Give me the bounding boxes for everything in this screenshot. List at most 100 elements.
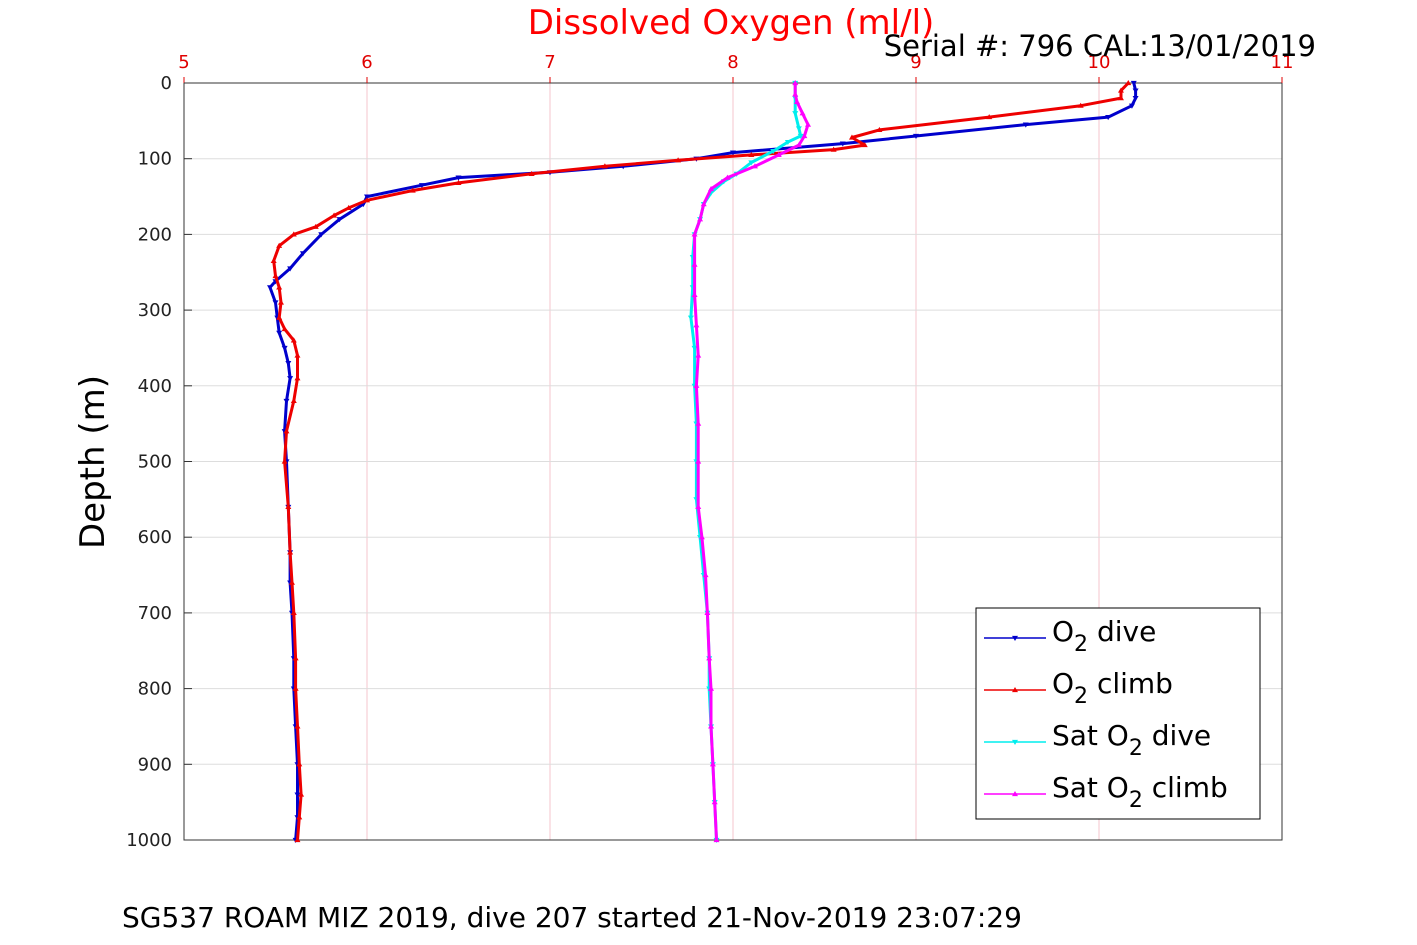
- data-point: [695, 458, 702, 464]
- data-point: [691, 291, 698, 298]
- data-point: [418, 183, 425, 189]
- data-point: [702, 572, 709, 578]
- x-tick-label: 8: [727, 52, 738, 73]
- data-point: [748, 160, 755, 166]
- data-point: [770, 149, 777, 155]
- data-point: [1130, 80, 1137, 86]
- data-point: [455, 175, 462, 181]
- legend-text: climb: [1088, 667, 1173, 700]
- data-point: [687, 315, 694, 321]
- data-point: [318, 232, 325, 238]
- data-point: [296, 761, 303, 767]
- data-point: [797, 133, 804, 139]
- data-point: [1117, 87, 1124, 93]
- data-point: [708, 185, 715, 192]
- data-point: [281, 458, 288, 464]
- data-point: [751, 163, 758, 169]
- x-tick-label: 7: [544, 52, 555, 73]
- series-line: [272, 81, 1130, 841]
- legend-label: Sat O2 climb: [1052, 771, 1228, 813]
- data-point: [296, 814, 303, 820]
- y-tick-label: 800: [138, 679, 172, 700]
- data-point: [287, 266, 294, 272]
- data-point: [848, 134, 855, 140]
- data-point: [281, 326, 288, 332]
- data-point: [294, 352, 301, 358]
- data-point: [336, 217, 343, 223]
- data-point: [283, 428, 290, 434]
- data-point: [294, 792, 301, 798]
- data-point: [794, 98, 801, 105]
- data-point: [290, 231, 297, 237]
- legend-item: Sat O2 dive: [984, 719, 1211, 761]
- data-point: [455, 179, 462, 186]
- legend-label: O2 climb: [1052, 667, 1173, 709]
- data-point: [706, 655, 713, 661]
- data-point: [364, 194, 370, 200]
- y-tick-label: 0: [161, 73, 172, 94]
- data-point: [861, 142, 868, 148]
- x-tick-label: 5: [178, 52, 189, 73]
- data-point: [784, 139, 791, 146]
- data-point: [292, 655, 299, 661]
- data-point: [276, 284, 283, 290]
- data-point: [601, 163, 608, 169]
- data-point: [272, 273, 279, 279]
- data-point: [292, 685, 299, 691]
- x-tick-label: 6: [361, 52, 372, 73]
- data-point: [1022, 122, 1029, 128]
- data-point: [276, 314, 283, 320]
- legend-text: dive: [1143, 719, 1211, 752]
- legend-text: O: [1052, 615, 1074, 648]
- data-point: [711, 799, 718, 805]
- legend-text: dive: [1088, 615, 1156, 648]
- data-point: [267, 285, 274, 291]
- legend-swatch-marker: [1012, 635, 1018, 641]
- data-point: [290, 397, 297, 404]
- data-point: [792, 91, 799, 97]
- y-axis-label: Depth (m): [73, 375, 113, 549]
- y-tick-label: 600: [138, 527, 172, 548]
- data-point: [270, 257, 277, 263]
- data-point: [748, 151, 755, 158]
- x-tick-label: 10: [1088, 52, 1111, 73]
- y-tick-label: 400: [138, 376, 172, 397]
- data-point: [839, 141, 846, 147]
- data-point: [704, 609, 711, 615]
- data-point: [1128, 103, 1135, 109]
- legend-label: Sat O2 dive: [1052, 719, 1211, 761]
- data-point: [695, 503, 702, 510]
- data-point: [290, 337, 297, 343]
- data-point: [693, 322, 700, 328]
- data-point: [691, 345, 698, 351]
- data-point: [283, 398, 290, 404]
- data-point: [272, 300, 279, 306]
- data-point: [364, 197, 370, 203]
- series-1: [270, 80, 1132, 843]
- data-point: [409, 187, 416, 193]
- data-point: [276, 242, 283, 248]
- y-tick-label: 200: [138, 224, 172, 245]
- legend-text: Sat O: [1052, 719, 1129, 752]
- x-tick-label: 9: [910, 52, 921, 73]
- legend-text: climb: [1143, 771, 1228, 804]
- data-point: [1132, 96, 1139, 102]
- data-point: [695, 420, 702, 426]
- data-point: [913, 133, 919, 139]
- legend-item: Sat O2 climb: [984, 771, 1228, 813]
- legend-subscript: 2: [1129, 736, 1143, 761]
- legend-subscript: 2: [1074, 632, 1088, 657]
- data-point: [792, 80, 799, 86]
- data-point: [675, 157, 682, 163]
- data-point: [277, 299, 284, 305]
- data-point: [805, 121, 812, 127]
- data-point: [528, 170, 535, 176]
- data-point: [298, 791, 305, 797]
- chart-title: Dissolved Oxygen (ml/l): [528, 3, 935, 43]
- data-point: [312, 223, 319, 229]
- legend-label: O2 dive: [1052, 615, 1156, 657]
- legend-text: Sat O: [1052, 771, 1129, 804]
- legend-swatch-marker: [1012, 687, 1018, 693]
- data-point: [1117, 95, 1124, 101]
